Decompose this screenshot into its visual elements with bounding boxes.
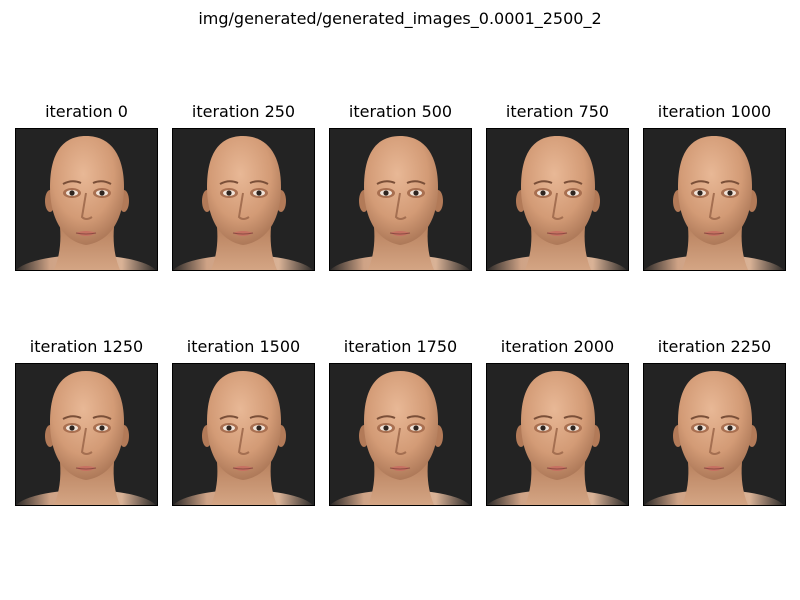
generated-face-image (643, 363, 786, 506)
panel-title: iteration 750 (505, 102, 610, 121)
generated-face-image (329, 128, 472, 271)
generated-face-image (486, 363, 629, 506)
generated-face-image (486, 128, 629, 271)
generated-face-image (172, 128, 315, 271)
panel-title: iteration 1500 (186, 337, 301, 356)
generated-face-image (329, 363, 472, 506)
panel-title: iteration 2250 (657, 337, 772, 356)
generated-face-image (15, 363, 158, 506)
panel-title: iteration 250 (191, 102, 296, 121)
panel-title: iteration 1250 (29, 337, 144, 356)
panel-title: iteration 2000 (500, 337, 615, 356)
panel-title: iteration 1750 (343, 337, 458, 356)
figure-title: img/generated/generated_images_0.0001_25… (198, 9, 602, 28)
panel-title: iteration 500 (348, 102, 453, 121)
generated-face-image (15, 128, 158, 271)
panel-title: iteration 0 (45, 102, 128, 121)
generated-face-image (643, 128, 786, 271)
panel-title: iteration 1000 (657, 102, 772, 121)
generated-face-image (172, 363, 315, 506)
